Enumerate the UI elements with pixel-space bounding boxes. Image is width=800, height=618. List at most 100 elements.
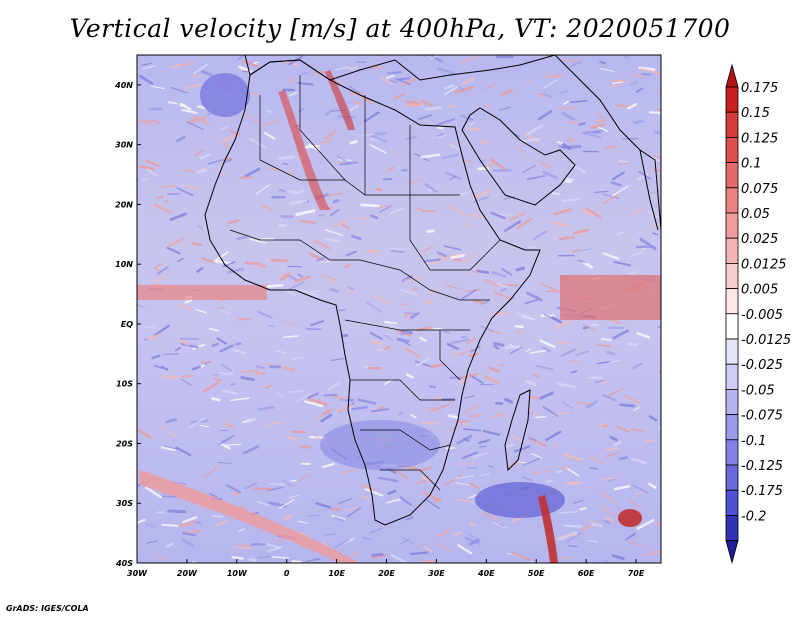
field-streak: [514, 324, 524, 329]
colorbar-label: 0.05: [741, 207, 770, 222]
field-streak: [215, 251, 229, 261]
field-streak: [432, 134, 448, 139]
field-streak: [499, 106, 511, 111]
field-streak: [367, 249, 379, 254]
field-streak: [257, 310, 273, 319]
field-streak: [479, 445, 487, 448]
field-streak: [492, 522, 508, 529]
field-streak: [628, 499, 642, 509]
field-streak: [650, 190, 661, 193]
field-streak: [627, 404, 636, 407]
colorbar-label: -0.005: [741, 308, 783, 323]
border-central: [359, 259, 490, 301]
field-streak: [612, 329, 630, 340]
field-streak: [165, 542, 173, 548]
lat-tick-label: 30S: [116, 499, 133, 508]
field-streak: [535, 416, 547, 419]
field-streak: [407, 178, 424, 185]
field-streak: [420, 99, 433, 107]
field-streak: [346, 506, 359, 512]
field-streak: [214, 378, 222, 382]
field-streak: [516, 217, 533, 229]
field-streak: [220, 434, 235, 445]
field-streak: [473, 299, 485, 305]
field-streak: [582, 260, 593, 269]
field-streak: [602, 193, 620, 199]
field-streak: [628, 81, 638, 86]
field-streak: [295, 393, 311, 403]
field-streak: [532, 471, 540, 475]
field-streak: [193, 150, 204, 157]
field-streak: [269, 483, 285, 486]
field-streak: [604, 519, 611, 525]
field-streak: [287, 390, 304, 393]
field-streak: [437, 253, 447, 258]
field-streak: [335, 66, 349, 71]
field-streak: [180, 374, 194, 379]
field-streak: [591, 324, 599, 326]
field-streak: [563, 524, 582, 528]
field-streak: [561, 348, 577, 357]
border-southern: [360, 429, 451, 451]
field-streak: [233, 546, 252, 550]
field-streak: [578, 122, 586, 126]
field-streak: [571, 248, 580, 253]
field-streak: [635, 491, 644, 496]
field-streak: [617, 162, 629, 165]
colorbar-label: 0.15: [741, 106, 770, 121]
field-streak: [252, 487, 272, 491]
field-streak: [591, 523, 603, 528]
field-streak: [575, 350, 589, 356]
field-streak: [648, 415, 658, 422]
itcz-ascent-west: [137, 285, 267, 300]
map-title: Vertical velocity [m/s] at 400hPa, VT: 2…: [69, 14, 731, 43]
field-streak: [457, 544, 473, 555]
field-streak: [436, 118, 456, 126]
colorbar-label: -0.175: [741, 484, 783, 499]
arabia-coastline: [461, 107, 576, 206]
field-streak: [326, 382, 341, 391]
field-streak: [469, 534, 480, 541]
field-streak: [450, 338, 470, 345]
border-egypt-sudan: [409, 125, 460, 196]
field-streak: [290, 430, 307, 434]
field-streak: [628, 541, 647, 548]
field-streak: [631, 428, 645, 432]
field-streak: [370, 340, 384, 346]
lon-tick-label: 30E: [428, 569, 445, 578]
field-streak: [351, 550, 360, 557]
field-streak: [513, 132, 520, 138]
field-streak: [225, 443, 242, 446]
field-streak: [444, 171, 463, 181]
field-streak: [657, 325, 661, 329]
field-streak: [581, 131, 602, 139]
field-streak: [599, 60, 607, 65]
field-streak: [299, 219, 317, 224]
field-streak: [231, 556, 244, 560]
madagascar-outline: [504, 389, 531, 472]
field-streak: [301, 71, 309, 75]
field-streak: [239, 369, 259, 374]
field-streak: [179, 62, 195, 67]
field-streak: [267, 167, 282, 172]
field-streak: [596, 360, 612, 365]
field-streak: [281, 320, 298, 326]
field-streak: [652, 232, 658, 236]
field-streak: [585, 400, 598, 409]
field-streak: [191, 365, 201, 371]
field-streak: [219, 309, 231, 315]
field-streak: [405, 100, 421, 105]
field-streak: [498, 363, 505, 367]
field-streak: [390, 553, 406, 563]
field-streak: [470, 345, 481, 353]
field-streak: [477, 269, 490, 274]
field-streak: [535, 365, 554, 371]
field-streak: [445, 285, 462, 290]
field-streak: [340, 334, 349, 338]
field-streak: [424, 106, 443, 111]
field-streak: [288, 91, 298, 97]
field-streak: [608, 83, 625, 88]
field-streak: [153, 364, 163, 369]
field-streak: [199, 153, 212, 160]
lon-tick-label: 30W: [127, 569, 148, 578]
